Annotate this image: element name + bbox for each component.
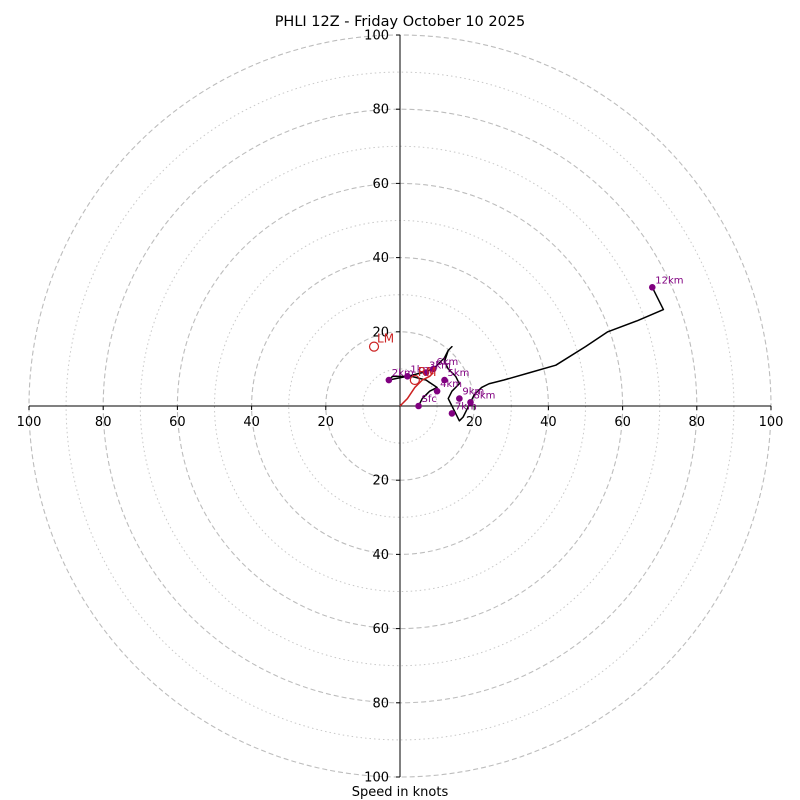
y-tick-label: 60 (372, 177, 389, 192)
x-tick-label: 100 (17, 415, 42, 430)
y-tick-label: 80 (372, 696, 389, 711)
x-tick-label: 100 (759, 415, 784, 430)
height-marker-9km (456, 395, 463, 402)
height-marker-Sfc (415, 402, 422, 410)
y-tick-label: 100 (364, 771, 389, 786)
storm-motion-label-RM: RM (418, 365, 437, 379)
height-label-6km: 6km (436, 357, 458, 368)
height-marker-12km (648, 283, 656, 291)
height-label-4km: 4km (440, 379, 462, 390)
y-tick-label: 40 (372, 548, 389, 563)
storm-motion-LM (368, 341, 380, 352)
height-marker-4km (433, 387, 441, 395)
height-label-7km: 7km (455, 401, 477, 412)
x-tick-label: 20 (318, 415, 335, 430)
x-tick-label: 40 (540, 415, 557, 430)
height-label-9km: 9km (462, 387, 484, 398)
height-marker-5km (441, 376, 448, 384)
x-tick-label: 60 (169, 415, 186, 430)
height-label-5km: 5km (448, 368, 470, 379)
x-tick-label: 20 (466, 415, 483, 430)
height-label-12km: 12km (655, 275, 683, 286)
y-tick-label: 20 (372, 325, 389, 340)
y-tick-label: 60 (372, 622, 389, 637)
chart-title: PHLI 12Z - Friday October 10 2025 (275, 14, 526, 30)
x-tick-label: 60 (614, 415, 631, 430)
height-label-2km: 2km (392, 368, 414, 379)
height-marker-7km (448, 410, 456, 417)
height-label-Sfc: Sfc (422, 394, 437, 405)
y-tick-label: 20 (372, 474, 389, 489)
height-label-8km: 8km (473, 390, 495, 401)
y-tick-label: 40 (372, 251, 389, 266)
x-tick-label: 80 (95, 415, 112, 430)
height-marker-1km (404, 373, 411, 380)
height-label-3km: 3km (429, 361, 451, 372)
height-marker-2km (385, 376, 393, 384)
x-tick-label: 40 (243, 415, 260, 430)
storm-motion-label-LM: LM (377, 332, 394, 346)
y-tick-label: 80 (372, 103, 389, 118)
tick-labels: 100 80 60 40 20 20 40 60 80 100 100 80 60 40 20 20 40 60 8… (17, 29, 784, 786)
height-label-1km: 1km (410, 364, 432, 375)
hodograph-series-2 (399, 372, 434, 407)
height-marker-3km (422, 369, 430, 376)
storm-motion-markers: LM RM (368, 332, 437, 386)
y-tick-label: 100 (364, 29, 389, 44)
storm-motion-RM (409, 374, 420, 386)
height-marker-8km (467, 398, 474, 406)
x-axis-label: Speed in knots (352, 785, 449, 800)
height-marker-6km (430, 365, 437, 373)
x-tick-label: 80 (689, 415, 706, 430)
